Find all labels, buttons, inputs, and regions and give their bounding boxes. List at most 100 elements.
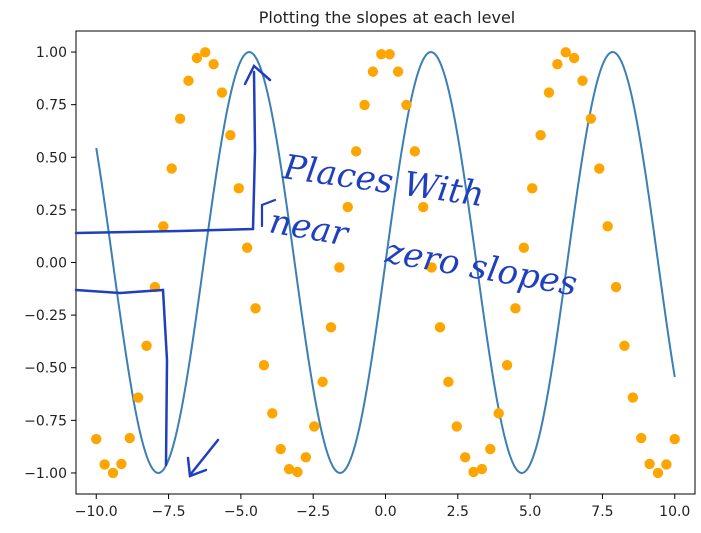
slope-point	[208, 58, 219, 70]
slope-point	[116, 458, 127, 470]
x-tick-label: 2.5	[447, 504, 469, 520]
slope-point	[200, 47, 211, 58]
annotation-text-near: near	[266, 201, 352, 254]
annotation-text-places-with: Places With	[280, 147, 487, 215]
slope-point	[426, 262, 437, 273]
slope-point	[91, 433, 102, 445]
x-tick-label: 0.0	[374, 504, 396, 520]
cosine-slope-points-series	[91, 47, 680, 479]
slope-point	[594, 163, 605, 174]
slope-point	[233, 183, 244, 194]
slope-point	[250, 303, 261, 314]
y-tick-label: −0.75	[24, 413, 67, 429]
slope-point	[443, 376, 454, 388]
slope-point	[485, 443, 496, 455]
slope-point	[577, 75, 588, 86]
slope-point	[216, 87, 228, 98]
slope-point	[585, 113, 597, 124]
slope-point	[124, 432, 135, 444]
slope-point	[174, 113, 186, 124]
y-tick-label: 0.00	[36, 256, 67, 272]
slope-point	[669, 433, 680, 445]
slope-point	[418, 201, 429, 213]
annotation-lower-arrow	[188, 438, 220, 477]
slope-point	[392, 66, 404, 77]
slope-point	[342, 201, 353, 213]
slope-point	[568, 52, 580, 64]
y-tick-label: −0.50	[24, 361, 67, 377]
slope-point	[459, 452, 471, 463]
x-tick-label: −5.0	[224, 504, 258, 520]
slope-point	[225, 129, 236, 141]
slope-point	[292, 466, 303, 478]
slope-point	[602, 221, 613, 232]
slope-point	[493, 408, 504, 419]
slope-point	[543, 87, 555, 98]
handwritten-annotations: Places With near zero slopes	[74, 63, 580, 478]
slope-point	[241, 242, 253, 253]
slope-point	[334, 262, 345, 273]
sine-line	[95, 51, 676, 474]
slope-point	[627, 392, 639, 403]
slope-point	[434, 322, 446, 333]
slope-point	[652, 467, 664, 479]
annotation-lower-arrowhead	[186, 456, 208, 478]
slope-point	[451, 421, 462, 432]
slope-point	[535, 129, 546, 141]
y-tick-label: −1.00	[24, 466, 67, 482]
x-tick-label: 10.0	[659, 504, 690, 520]
slope-point	[141, 340, 152, 351]
slope-point	[560, 47, 571, 58]
slope-point	[166, 163, 177, 174]
slope-point	[275, 443, 286, 455]
annotation-upper-side-mark	[260, 198, 277, 228]
slope-point	[317, 376, 328, 388]
slope-point	[510, 303, 521, 314]
slope-point	[350, 146, 362, 157]
slope-point	[300, 452, 312, 463]
x-tick-label: 7.5	[591, 504, 613, 520]
slope-point	[476, 463, 488, 475]
slope-point	[99, 459, 110, 470]
slope-point	[518, 242, 530, 253]
slope-point	[191, 52, 203, 64]
slope-point	[644, 458, 655, 470]
slope-point	[183, 75, 194, 86]
slope-point	[636, 432, 647, 444]
annotation-lower-bracket	[74, 288, 169, 467]
x-tick-label: −10.0	[75, 504, 118, 520]
annotation-upper-bracket	[74, 70, 257, 235]
slope-point	[132, 392, 144, 403]
slope-point	[309, 421, 320, 432]
y-tick-label: 0.75	[36, 98, 67, 114]
slope-point	[661, 459, 672, 470]
y-tick-label: −0.25	[24, 308, 67, 324]
sine-curve-series	[95, 51, 676, 474]
slope-point	[367, 66, 379, 77]
slope-point	[527, 183, 538, 194]
y-tick-label: 1.00	[36, 45, 67, 61]
y-axis-ticks: 1.00 0.75 0.50 0.25 0.00 −0.25 −0.50 −0.75 −1.00	[24, 45, 76, 482]
slope-point	[619, 340, 630, 351]
slope-point	[401, 99, 412, 111]
slope-point	[376, 49, 387, 60]
y-tick-label: 0.25	[36, 203, 67, 219]
x-tick-label: 5.0	[519, 504, 541, 520]
slope-point	[409, 146, 421, 157]
slope-point	[107, 467, 119, 479]
slope-point	[610, 281, 622, 293]
slope-point	[158, 221, 169, 232]
slope-point	[359, 99, 370, 111]
slope-point	[325, 322, 337, 333]
y-tick-label: 0.50	[36, 150, 67, 166]
slope-point	[468, 466, 479, 478]
slope-point	[384, 49, 395, 60]
x-tick-label: −7.5	[152, 504, 186, 520]
chart-title: Plotting the slopes at each level	[259, 8, 515, 27]
slope-point	[283, 463, 295, 475]
slope-point	[267, 408, 278, 419]
slope-point	[501, 359, 513, 371]
x-tick-label: −2.5	[296, 504, 330, 520]
slope-point	[552, 58, 563, 70]
